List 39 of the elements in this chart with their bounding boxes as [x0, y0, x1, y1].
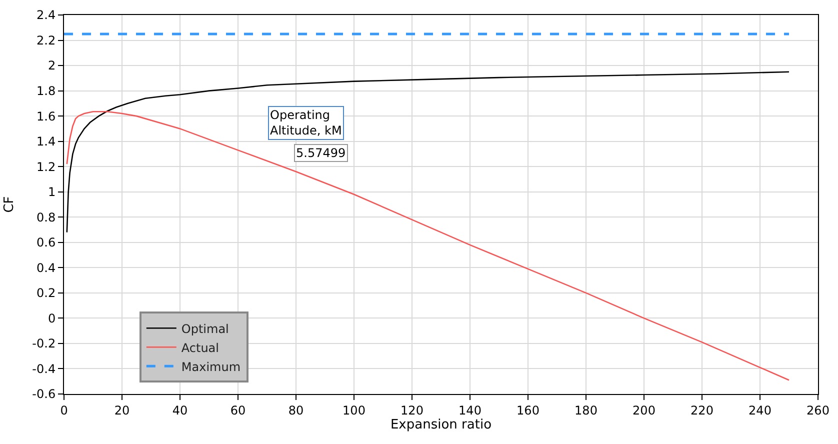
legend-label: Maximum — [181, 360, 241, 374]
y-tick-label: 2 — [48, 58, 56, 73]
legend-label: Optimal — [181, 322, 229, 336]
y-tick-label: -0.4 — [32, 362, 56, 376]
y-axis-title: CF — [2, 196, 18, 213]
annotation: 5.57499 — [296, 146, 346, 160]
x-tick-label: 200 — [632, 403, 656, 418]
x-tick-label: 40 — [172, 403, 188, 418]
x-tick-label: 100 — [342, 403, 366, 418]
y-tick-label: 1.4 — [36, 134, 56, 149]
y-tick-label: 1.2 — [36, 160, 56, 174]
x-tick-label: 60 — [230, 403, 246, 418]
legend-label: Actual — [181, 340, 219, 355]
x-tick-label: 120 — [400, 403, 424, 418]
y-tick-label: 0 — [48, 311, 56, 326]
y-tick-label: 0.2 — [36, 286, 56, 300]
y-tick-label: 0.6 — [36, 236, 56, 250]
x-tick-label: 140 — [458, 403, 482, 418]
x-tick-label: 0 — [60, 403, 68, 418]
x-tick-label: 80 — [288, 403, 304, 418]
y-tick-label: 0.8 — [36, 210, 56, 224]
y-tick-label: 2.2 — [36, 33, 56, 48]
x-tick-label: 240 — [748, 403, 772, 418]
line-series — [66, 110, 790, 381]
y-tick-label: 2.4 — [36, 8, 56, 22]
line-series — [66, 71, 790, 233]
y-tick-label: 1 — [48, 185, 56, 200]
x-tick-label: 160 — [516, 403, 540, 418]
y-tick-label: -0.6 — [32, 387, 56, 402]
annotation: Operating Altitude, kM — [270, 108, 342, 138]
x-axis-title: Expansion ratio — [390, 417, 492, 432]
x-tick-label: 260 — [806, 403, 830, 418]
x-tick-label: 180 — [574, 403, 598, 418]
x-tick-label: 20 — [114, 403, 130, 418]
y-tick-label: 1.6 — [36, 109, 56, 124]
x-tick-label: 220 — [690, 403, 714, 418]
y-tick-label: 1.8 — [36, 84, 56, 98]
y-tick-label: 0.4 — [36, 260, 56, 275]
y-tick-label: -0.2 — [32, 336, 56, 351]
